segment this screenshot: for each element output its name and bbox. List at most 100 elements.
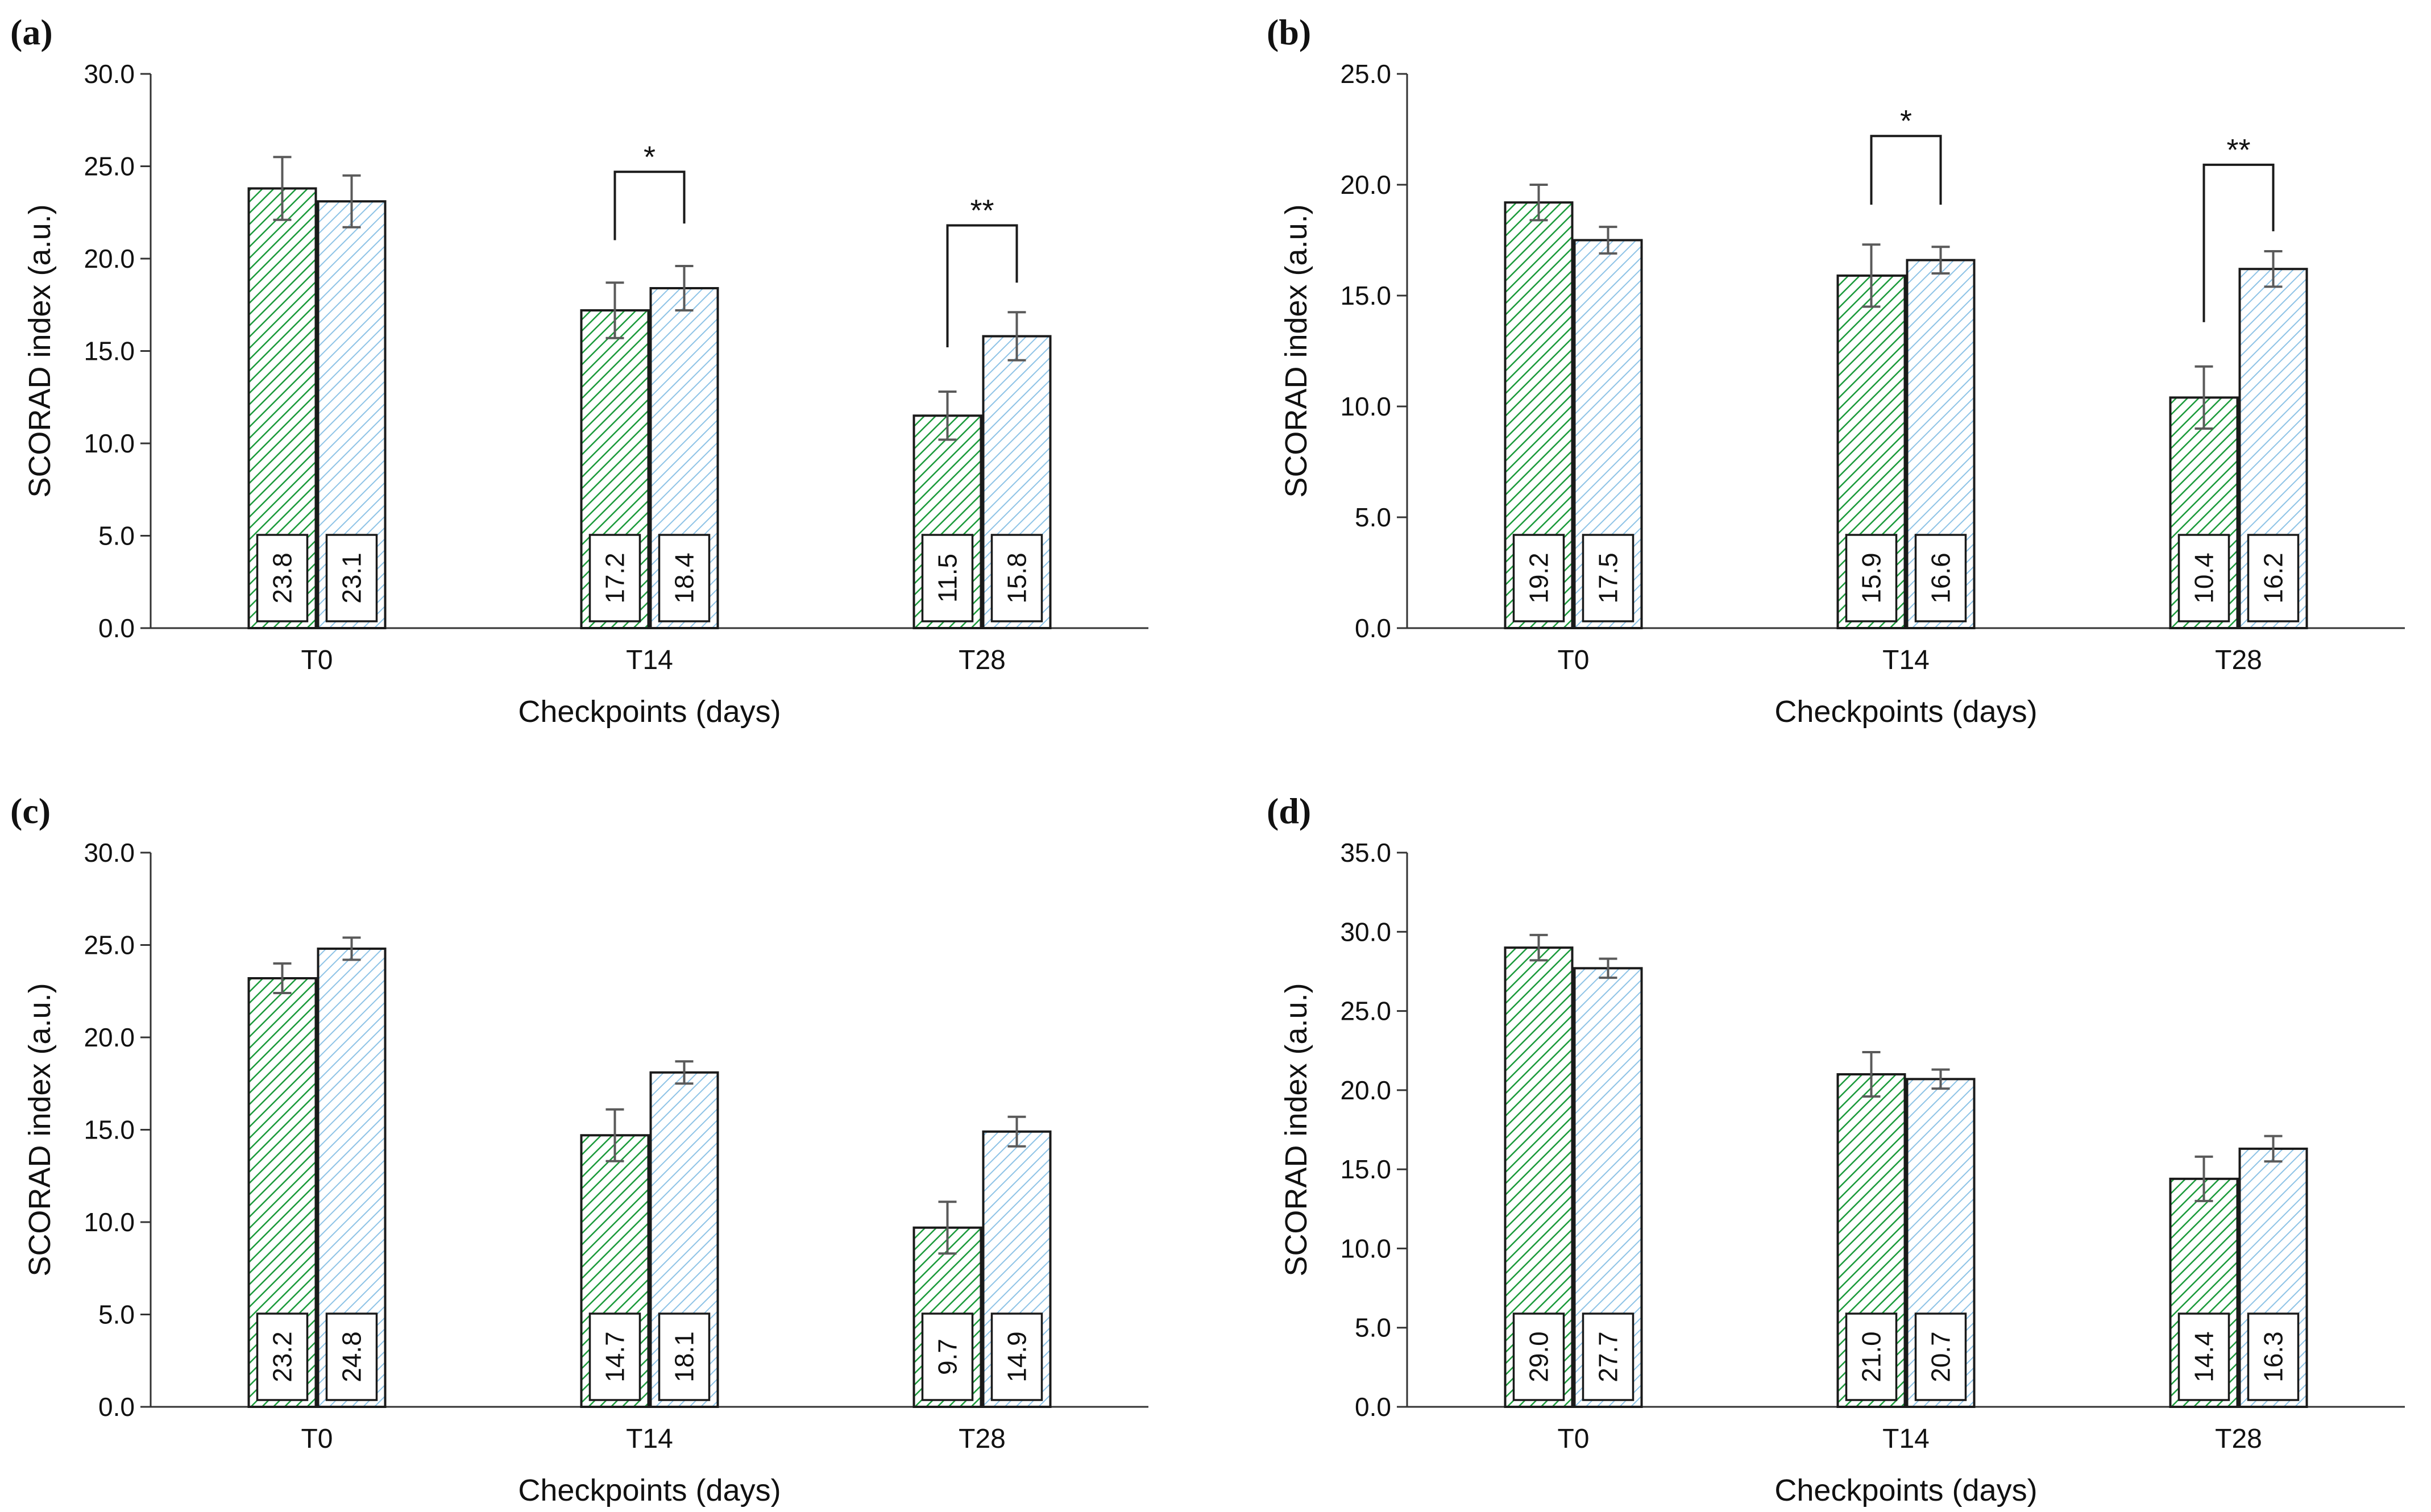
x-tick-label: T28 — [2215, 645, 2262, 675]
data-label-box — [658, 1312, 711, 1401]
chart-d-svg: (d) 0.0 5.0 10.0 15.0 20.0 25.0 30.0 35.0 T0 T14 T2… — [1267, 791, 2405, 1507]
y-tick-label: 20.0 — [1340, 170, 1391, 200]
x-axis-title: Checkpoints (days) — [518, 695, 781, 729]
y-tick-label: 20.0 — [1340, 1075, 1391, 1105]
y-tick-label: 10.0 — [1340, 392, 1391, 421]
data-label: 23.1 — [337, 553, 367, 604]
chart-a-svg: (a) 0.0 5.0 10.0 15.0 20.0 25.0 30.0 T0 T14 T28 Che… — [10, 12, 1148, 729]
data-label-box — [1845, 534, 1898, 622]
y-tick-label: 15.0 — [84, 337, 135, 366]
data-label-box — [2177, 1312, 2230, 1401]
significance-line — [613, 171, 686, 240]
x-tick-label: T14 — [626, 1424, 673, 1454]
y-tick-label: 5.0 — [1355, 502, 1391, 532]
data-label: 17.2 — [600, 553, 630, 604]
data-label-box — [256, 1312, 309, 1401]
significance-bracket: * — [1870, 104, 1942, 205]
data-label-box — [588, 534, 641, 622]
y-tick-label: 5.0 — [98, 1300, 135, 1330]
y-tick-label: 35.0 — [1340, 838, 1391, 867]
data-label: 23.2 — [268, 1331, 297, 1382]
x-tick-label: T0 — [1557, 645, 1589, 675]
significance-marker: ** — [970, 194, 994, 228]
data-label: 16.2 — [2259, 553, 2288, 604]
data-label-box — [990, 534, 1043, 622]
data-label: 14.4 — [2189, 1331, 2219, 1382]
x-tick-label: T28 — [959, 1424, 1006, 1454]
y-tick-label: 10.0 — [84, 429, 135, 458]
y-tick-label: 5.0 — [1355, 1313, 1391, 1343]
data-label-box — [921, 534, 974, 622]
data-label-box — [1914, 534, 1967, 622]
data-label: 10.4 — [2189, 553, 2219, 604]
data-label: 14.7 — [600, 1331, 630, 1382]
y-tick-label: 20.0 — [84, 244, 135, 273]
data-label: 18.1 — [670, 1331, 699, 1382]
y-tick-label: 10.0 — [1340, 1233, 1391, 1263]
data-label: 16.3 — [2259, 1331, 2288, 1382]
data-label: 27.7 — [1594, 1331, 1623, 1382]
x-tick-label: T28 — [959, 645, 1006, 675]
significance-line — [946, 224, 1018, 347]
chart-panel-a: (a) 0.0 5.0 10.0 15.0 20.0 25.0 30.0 T0 T14 T28 Che… — [0, 0, 1171, 733]
data-label: 11.5 — [933, 554, 963, 603]
data-label-box — [1845, 1312, 1898, 1401]
y-tick-label: 25.0 — [1340, 59, 1391, 89]
y-tick-label: 0.0 — [98, 613, 135, 643]
y-tick-label: 15.0 — [84, 1115, 135, 1145]
data-label-box — [325, 534, 378, 622]
y-tick-label: 30.0 — [84, 59, 135, 89]
chart-panel-d: (d) 0.0 5.0 10.0 15.0 20.0 25.0 30.0 35.0 T0 T14 T2… — [1256, 779, 2428, 1512]
data-label-box — [1914, 1312, 1967, 1401]
data-label-box — [2247, 534, 2300, 622]
data-label-box — [1582, 534, 1635, 622]
panel-label: (d) — [1267, 791, 1311, 831]
x-tick-label: T0 — [1557, 1424, 1589, 1454]
y-tick-label: 15.0 — [1340, 1154, 1391, 1184]
data-label-box — [588, 1312, 641, 1401]
y-tick-label: 0.0 — [98, 1392, 135, 1422]
significance-bracket: * — [613, 140, 686, 240]
panel-label: (b) — [1267, 12, 1311, 52]
y-tick-label: 5.0 — [98, 521, 135, 551]
y-tick-label: 25.0 — [84, 152, 135, 181]
panel-label: (a) — [10, 12, 53, 52]
data-label-box — [1512, 534, 1565, 622]
y-tick-label: 0.0 — [1355, 613, 1391, 643]
significance-bracket: ** — [946, 194, 1018, 347]
data-label-box — [256, 534, 309, 622]
x-tick-label: T14 — [1882, 1424, 1930, 1454]
data-label: 9.7 — [933, 1339, 963, 1375]
y-axis-title: SCORAD index (a.u.) — [23, 983, 57, 1276]
x-tick-label: T0 — [301, 645, 333, 675]
y-tick-label: 25.0 — [1340, 996, 1391, 1026]
data-label: 21.0 — [1857, 1331, 1886, 1382]
data-label: 29.0 — [1524, 1331, 1554, 1382]
significance-bracket: ** — [2202, 133, 2275, 322]
significance-marker: * — [1900, 104, 1912, 138]
data-label-box — [2247, 1312, 2300, 1401]
data-label: 20.7 — [1926, 1331, 1956, 1382]
data-label: 19.2 — [1524, 553, 1554, 604]
y-tick-label: 10.0 — [84, 1207, 135, 1237]
data-label-box — [1582, 1312, 1635, 1401]
y-axis-title: SCORAD index (a.u.) — [23, 204, 57, 497]
panel-label: (c) — [10, 791, 51, 831]
data-label: 18.4 — [670, 553, 699, 604]
significance-marker: ** — [2226, 133, 2250, 167]
data-label: 23.8 — [268, 553, 297, 604]
chart-panel-c: (c) 0.0 5.0 10.0 15.0 20.0 25.0 30.0 T0 T14 T28 Che… — [0, 779, 1171, 1512]
data-label: 16.6 — [1926, 553, 1956, 604]
data-label-box — [921, 1312, 974, 1401]
x-axis-title: Checkpoints (days) — [1774, 1473, 2037, 1507]
y-tick-label: 15.0 — [1340, 281, 1391, 310]
x-tick-label: T14 — [626, 645, 673, 675]
data-label: 15.9 — [1857, 553, 1886, 604]
significance-line — [1870, 135, 1942, 205]
chart-panel-b: (b) 0.0 5.0 10.0 15.0 20.0 25.0 T0 T14 T28 Checkpo… — [1256, 0, 2428, 733]
x-tick-label: T28 — [2215, 1424, 2262, 1454]
y-tick-label: 20.0 — [84, 1023, 135, 1052]
y-tick-label: 25.0 — [84, 931, 135, 960]
data-label-box — [990, 1312, 1043, 1401]
data-label-box — [1512, 1312, 1565, 1401]
